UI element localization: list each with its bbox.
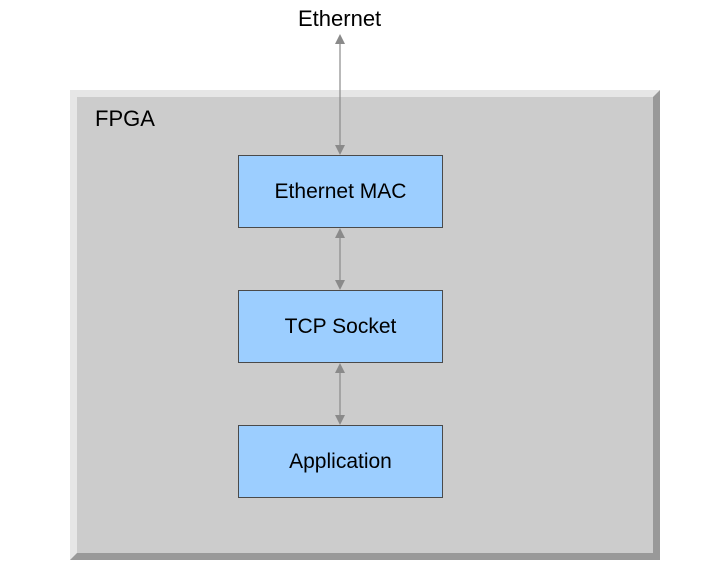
node-ethernet-mac: Ethernet MAC (238, 155, 443, 228)
arrow-socket-to-app (330, 363, 350, 425)
node-application: Application (238, 425, 443, 498)
fpga-label: FPGA (95, 106, 155, 132)
arrow-ethernet-to-mac (330, 34, 350, 155)
node-label: TCP Socket (285, 315, 397, 339)
node-tcp-socket: TCP Socket (238, 290, 443, 363)
node-label: Ethernet MAC (275, 180, 407, 204)
arrow-mac-to-socket (330, 228, 350, 290)
node-label: Application (289, 450, 392, 474)
external-ethernet-label: Ethernet (298, 6, 381, 32)
diagram-canvas: Ethernet FPGA Ethernet MAC TCP Socket Ap… (0, 0, 705, 577)
